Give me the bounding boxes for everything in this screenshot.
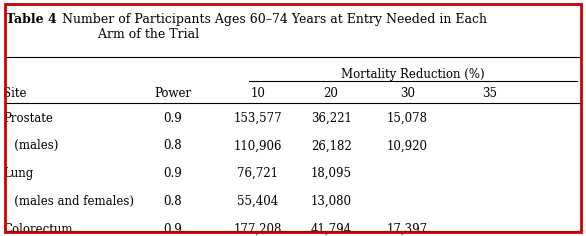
Text: 20: 20 [323,87,339,100]
Text: Prostate: Prostate [3,111,53,125]
Text: 0.9: 0.9 [163,111,182,125]
Text: Table 4: Table 4 [6,13,57,26]
Text: Lung: Lung [3,167,33,180]
Text: Mortality Reduction (%): Mortality Reduction (%) [341,68,485,81]
Text: 10: 10 [250,87,265,100]
Text: 10,920: 10,920 [387,139,428,152]
Text: 13,080: 13,080 [311,195,352,208]
Text: 110,906: 110,906 [234,139,282,152]
Text: 76,721: 76,721 [237,167,278,180]
Text: Power: Power [154,87,192,100]
Text: 15,078: 15,078 [387,111,428,125]
Text: (males): (males) [3,139,58,152]
Text: 0.9: 0.9 [163,223,182,236]
Text: 55,404: 55,404 [237,195,278,208]
Text: 26,182: 26,182 [311,139,352,152]
Text: 0.9: 0.9 [163,167,182,180]
Text: (males and females): (males and females) [3,195,134,208]
Text: Colorectum: Colorectum [3,223,73,236]
Text: 30: 30 [400,87,415,100]
Text: 36,221: 36,221 [311,111,352,125]
Text: 177,208: 177,208 [234,223,282,236]
Text: 17,397: 17,397 [387,223,428,236]
Text: 0.8: 0.8 [163,195,182,208]
Text: 18,095: 18,095 [311,167,352,180]
Text: Site: Site [3,87,26,100]
Text: 0.8: 0.8 [163,139,182,152]
Text: 153,577: 153,577 [234,111,282,125]
Text: Number of Participants Ages 60–74 Years at Entry Needed in Each
           Arm o: Number of Participants Ages 60–74 Years … [54,13,488,41]
Text: 41,794: 41,794 [311,223,352,236]
Text: 35: 35 [482,87,497,100]
